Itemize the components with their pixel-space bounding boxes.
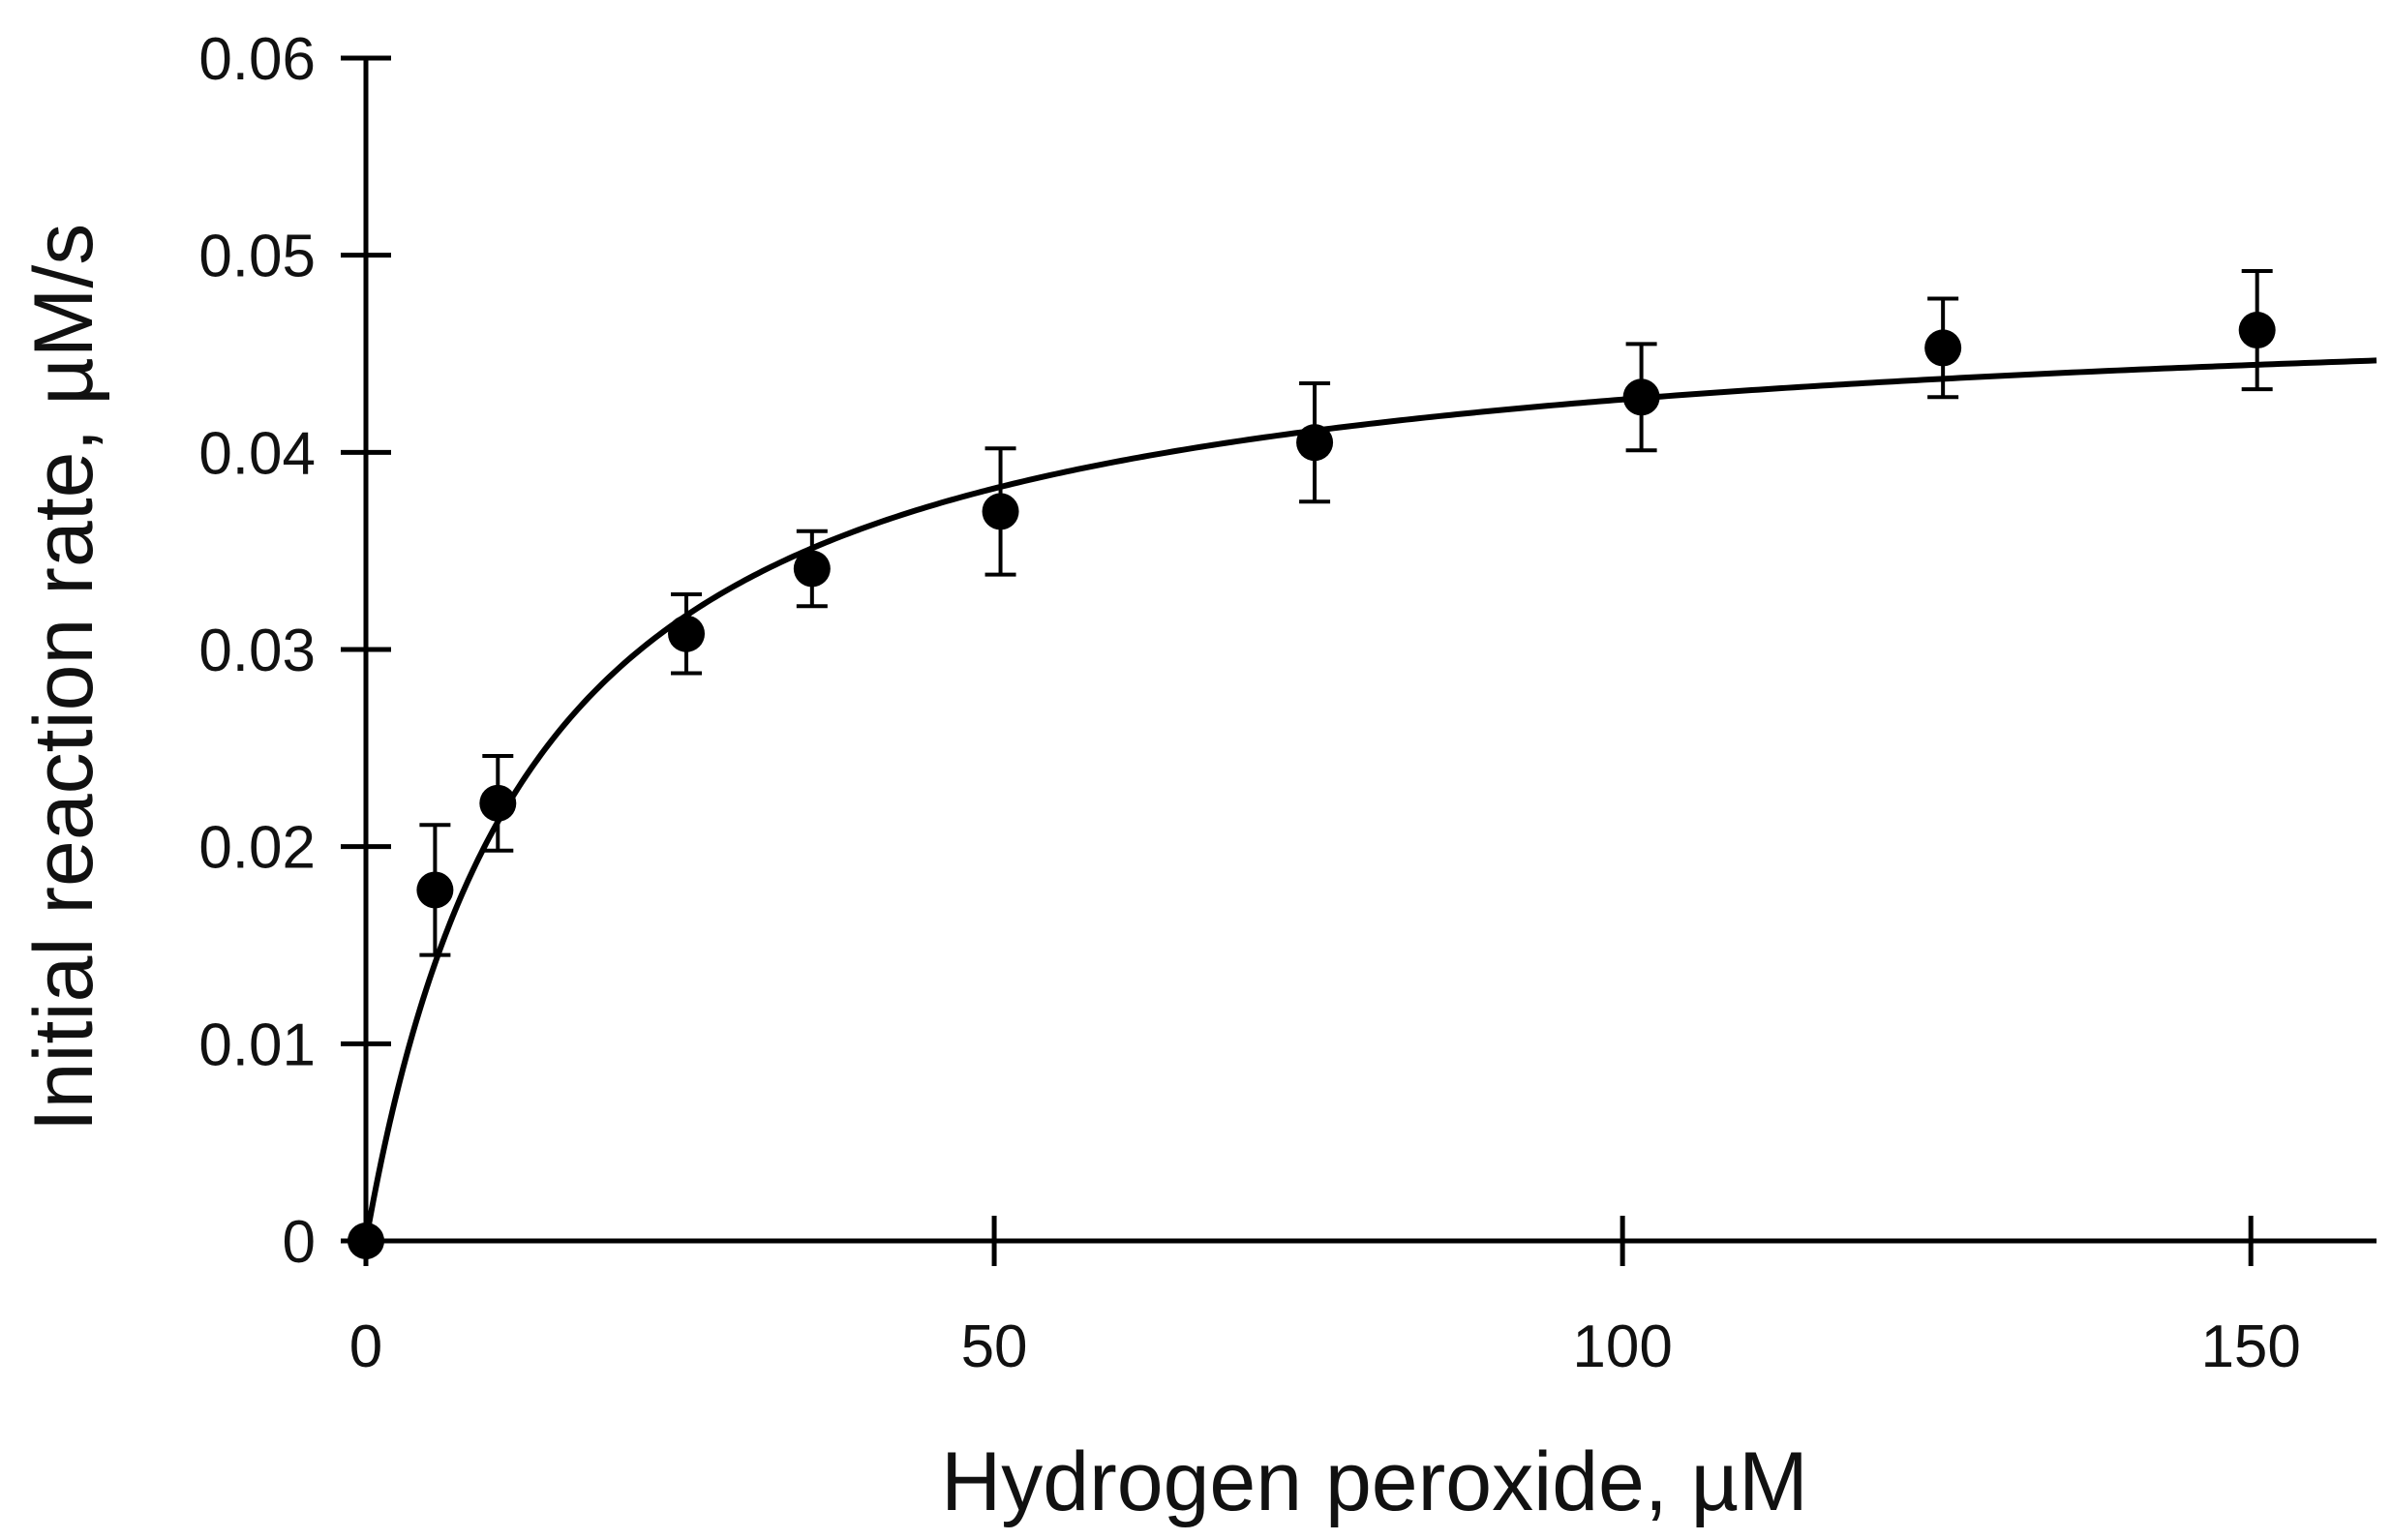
data-point	[1296, 424, 1334, 462]
y-tick-label: 0.01	[198, 1012, 316, 1078]
x-tick-label: 50	[961, 1314, 1028, 1380]
data-point	[982, 493, 1019, 530]
data-point	[793, 550, 831, 588]
x-tick-label: 100	[1572, 1314, 1672, 1380]
y-tick-label: 0.02	[198, 815, 316, 882]
y-tick-label: 0.05	[198, 224, 316, 290]
y-tick-label: 0.03	[198, 618, 316, 684]
x-tick-label: 150	[2200, 1314, 2300, 1380]
axes: 0 0.01 0.02 0.03 0.04 0.05 0.06 0 50 100 150	[198, 26, 2377, 1380]
data-point	[2238, 312, 2276, 349]
y-tick-label: 0.04	[198, 420, 316, 487]
data-point	[1622, 378, 1660, 416]
fit-curve	[363, 357, 2377, 1242]
x-axis-title: Hydrogen peroxide, µM	[941, 1435, 1808, 1528]
y-tick-label: 0	[283, 1209, 316, 1276]
data-point	[479, 784, 517, 822]
data-point	[1924, 329, 1962, 367]
data-point	[348, 1223, 384, 1259]
data-points-layer	[348, 268, 2276, 1259]
y-tick-label: 0.06	[198, 26, 316, 93]
y-axis-title: Initial reaction rate, µM/s	[17, 224, 110, 1132]
x-tick-label: 0	[349, 1314, 382, 1380]
data-point	[416, 871, 454, 909]
fit-curve-layer	[363, 357, 2377, 1242]
data-point	[668, 615, 706, 652]
